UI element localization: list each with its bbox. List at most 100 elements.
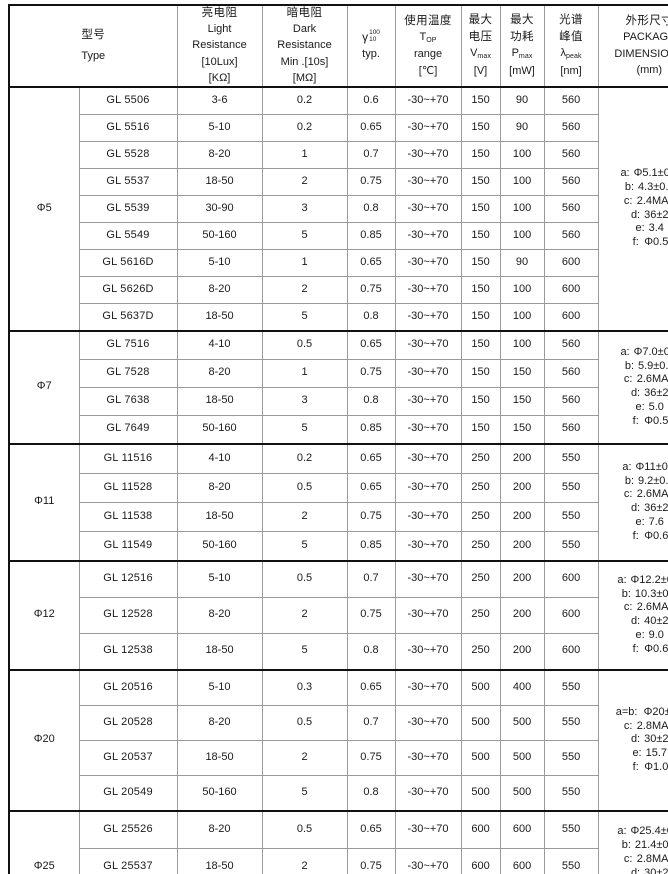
package-dimensions-cell: a: Φ5.1±0.2b: 4.3±0.2c: 2.4MAXd: 36±2e: … — [597, 85, 668, 332]
package-dimension-line: a=b: Φ20±0.4 — [599, 706, 668, 720]
header-lambda-cn1: 光谱 — [559, 14, 583, 27]
cell-lambda-peak: 560 — [543, 85, 599, 115]
header-dark-en1: Dark — [292, 23, 317, 36]
header-temp-symbol: TOP — [419, 30, 437, 44]
header-row: 型号 Type 亮电阻 Light Resistance [10Lux] [KΩ… — [7, 4, 668, 88]
table-row: Φ12 GL 12516 5-10 0.5 0.7 -30~+70 250 200 600 a: … — [8, 559, 668, 671]
cell-pmax: 100 — [499, 194, 545, 223]
cell-vmax: 250 — [460, 501, 501, 532]
cell-vmax: 150 — [460, 85, 501, 115]
package-dimension-line: c: 2.6MAX — [599, 488, 668, 502]
cell-lambda-peak: 550 — [543, 668, 599, 706]
header-package-unit: (mm) — [636, 64, 663, 77]
gamma-subscript: 10 — [369, 36, 377, 44]
package-dimension-line: a: Φ12.2±0.2 — [599, 574, 668, 588]
header-dark-resistance: 暗电阻 Dark Resistance Min .[10s] [MΩ] — [261, 4, 348, 88]
cell-lambda-peak: 550 — [543, 530, 599, 562]
package-dimension-line: f: Φ1.0 — [599, 761, 668, 775]
cell-gamma: 0.65 — [346, 248, 396, 277]
cell-vmax: 150 — [460, 329, 501, 360]
table-row: Φ5 GL 5506 3-6 0.2 0.6 -30~+70 150 90 560 a: Φ5.1… — [8, 85, 668, 332]
table-row: GL 5549 50-160 5 0.85 -30~+70 150 100 560 — [9, 221, 668, 250]
package-dimension-key: c: — [623, 194, 633, 207]
cell-gamma: 0.75 — [346, 167, 396, 196]
header-light-en1: Light — [207, 23, 232, 36]
cell-light-resistance: 5-10 — [176, 248, 263, 277]
package-dimension-line: d: 36±2 — [599, 502, 668, 516]
table-row: GL 5616D 5-10 1 0.65 -30~+70 150 90 600 — [9, 248, 668, 277]
cell-gamma: 0.8 — [346, 302, 396, 332]
cell-vmax: 150 — [460, 414, 501, 445]
cell-lambda-peak: 550 — [543, 847, 599, 874]
cell-lambda-peak: 600 — [543, 632, 599, 671]
cell-temperature: -30~+70 — [394, 414, 462, 445]
package-dimension-line: f: Φ0.5 — [599, 236, 668, 250]
package-dimension-value: 36±2 — [641, 502, 668, 515]
package-dimensions-cell: a: Φ7.0±0.2b: 5.9±0.2c: 2.6MAXd: 36±2e: … — [597, 329, 668, 445]
cell-light-resistance: 4-10 — [176, 329, 263, 360]
cell-type: GL 5539 — [78, 194, 178, 223]
cell-dark-resistance: 2 — [261, 847, 348, 874]
cell-temperature: -30~+70 — [394, 221, 462, 250]
header-gamma-note: typ. — [362, 47, 380, 60]
package-dimension-value: 2.8MAX — [636, 719, 668, 732]
cell-light-resistance: 8-20 — [176, 140, 263, 169]
package-dimension-line: e: 15.7 — [599, 747, 668, 761]
header-light-cond: [10Lux] — [201, 55, 238, 68]
package-dimension-key: b: — [624, 181, 635, 194]
cell-lambda-peak: 600 — [543, 596, 599, 634]
header-dark-cn: 暗电阻 — [286, 7, 323, 19]
group-diameter-label: Φ11 — [8, 442, 80, 562]
cell-pmax: 90 — [499, 113, 545, 142]
header-vmax-cn2: 电压 — [468, 31, 493, 44]
package-dimension-key: b: — [624, 359, 635, 372]
cell-type: GL 5616D — [78, 248, 178, 277]
package-dimension-line: b: 5.9±0.2 — [599, 360, 668, 374]
header-temperature: 使用温度 TOP range [℃] — [394, 4, 462, 88]
cell-temperature: -30~+70 — [394, 559, 462, 598]
cell-gamma: 0.75 — [346, 739, 396, 776]
cell-lambda-peak: 550 — [543, 501, 599, 532]
package-dimension-key: d: — [630, 387, 641, 400]
cell-temperature: -30~+70 — [394, 739, 462, 776]
table-body: Φ5 GL 5506 3-6 0.2 0.6 -30~+70 150 90 560 a: Φ5.1… — [8, 85, 668, 874]
package-dimension-line: a: Φ7.0±0.2 — [599, 346, 668, 360]
group-diameter-label: Φ20 — [8, 668, 80, 812]
cell-pmax: 500 — [499, 774, 545, 812]
cell-type: GL 20537 — [78, 739, 178, 776]
cell-gamma: 0.7 — [346, 704, 396, 741]
package-dimension-key: e: — [635, 222, 645, 235]
cell-type: GL 11549 — [78, 530, 178, 562]
cell-lambda-peak: 560 — [543, 167, 599, 196]
cell-lambda-peak: 600 — [543, 302, 599, 332]
table-row: GL 5637D 18-50 5 0.8 -30~+70 150 100 600 — [9, 302, 668, 332]
cell-light-resistance: 30-90 — [176, 194, 263, 223]
cell-dark-resistance: 0.3 — [261, 668, 348, 706]
cell-vmax: 250 — [460, 559, 501, 598]
cell-type: GL 7516 — [78, 329, 178, 360]
package-dimension-line: d: 30±2 — [599, 867, 668, 874]
cell-pmax: 200 — [499, 596, 545, 634]
cell-gamma: 0.85 — [346, 221, 396, 250]
package-dimension-line: c: 2.8MAX — [599, 720, 668, 734]
table-row: GL 20528 8-20 0.5 0.7 -30~+70 500 500 550 — [9, 704, 668, 741]
cell-temperature: -30~+70 — [394, 194, 462, 223]
cell-dark-resistance: 5 — [261, 302, 348, 332]
cell-type: GL 20549 — [78, 774, 178, 812]
package-dimension-value: 40±2 — [641, 615, 668, 628]
package-dimension-key: a=b: — [615, 705, 638, 718]
package-dimension-key: c: — [623, 488, 633, 501]
cell-temperature: -30~+70 — [394, 167, 462, 196]
cell-type: GL 20528 — [78, 704, 178, 741]
cell-temperature: -30~+70 — [394, 140, 462, 169]
cell-lambda-peak: 560 — [543, 329, 599, 360]
header-pmax-cn1: 最大 — [510, 14, 534, 27]
table-row: GL 20537 18-50 2 0.75 -30~+70 500 500 550 — [9, 739, 668, 776]
cell-temperature: -30~+70 — [394, 302, 462, 332]
table-row: GL 5516 5-10 0.2 0.65 -30~+70 150 90 560 — [9, 113, 668, 142]
header-vmax: 最大 电压 Vmax [V] — [460, 4, 501, 88]
cell-pmax: 150 — [499, 358, 545, 388]
header-type-cn: 型号 — [81, 29, 106, 42]
cell-vmax: 150 — [460, 221, 501, 250]
package-dimension-value: 36±2 — [641, 387, 668, 400]
